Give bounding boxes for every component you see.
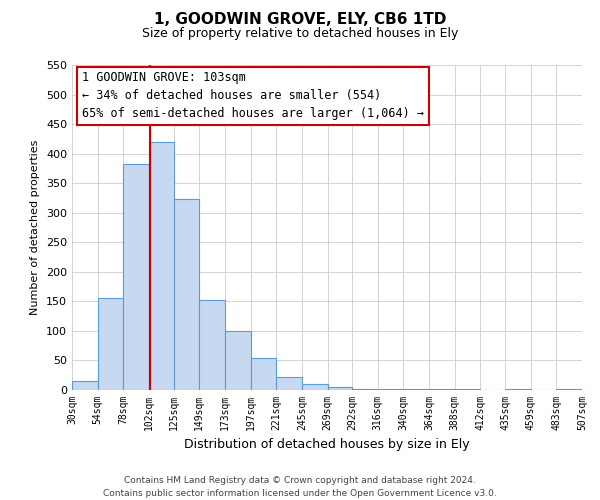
Bar xyxy=(251,358,276,390)
Bar xyxy=(98,298,124,390)
Bar xyxy=(225,331,251,390)
Bar xyxy=(302,384,328,390)
X-axis label: Distribution of detached houses by size in Ely: Distribution of detached houses by size … xyxy=(184,438,470,452)
Bar xyxy=(276,377,302,390)
Bar xyxy=(72,381,98,390)
Bar xyxy=(328,387,352,390)
Bar xyxy=(149,142,173,390)
Bar xyxy=(352,389,378,390)
Bar xyxy=(173,199,199,390)
Text: Size of property relative to detached houses in Ely: Size of property relative to detached ho… xyxy=(142,28,458,40)
Y-axis label: Number of detached properties: Number of detached properties xyxy=(31,140,40,315)
Text: 1 GOODWIN GROVE: 103sqm
← 34% of detached houses are smaller (554)
65% of semi-d: 1 GOODWIN GROVE: 103sqm ← 34% of detache… xyxy=(82,72,424,120)
Text: 1, GOODWIN GROVE, ELY, CB6 1TD: 1, GOODWIN GROVE, ELY, CB6 1TD xyxy=(154,12,446,28)
Bar xyxy=(199,300,225,390)
Bar xyxy=(378,389,403,390)
Text: Contains HM Land Registry data © Crown copyright and database right 2024.
Contai: Contains HM Land Registry data © Crown c… xyxy=(103,476,497,498)
Bar xyxy=(124,164,149,390)
